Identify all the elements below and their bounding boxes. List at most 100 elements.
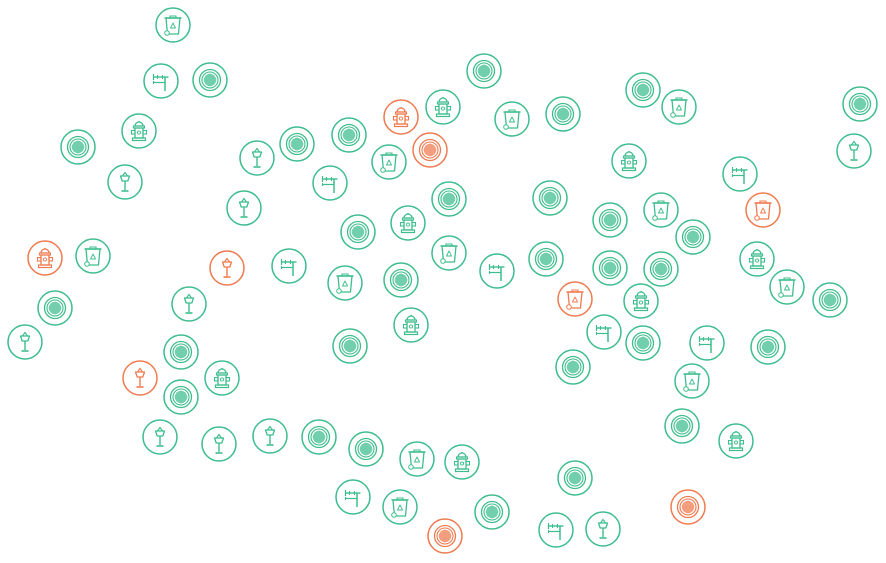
street-lamp-icon xyxy=(238,197,250,218)
map-marker-lamp-flagged[interactable] xyxy=(209,250,245,286)
map-marker-manhole-flagged[interactable] xyxy=(427,518,463,554)
recycling-bin-icon xyxy=(164,15,182,36)
map-marker-lamp[interactable] xyxy=(239,140,275,176)
marker-ring xyxy=(494,101,530,137)
map-marker-manhole[interactable] xyxy=(528,241,564,277)
map-marker-manhole[interactable] xyxy=(750,329,786,365)
map-marker-manhole[interactable] xyxy=(163,379,199,415)
map-marker-pole[interactable] xyxy=(271,248,307,284)
map-marker-pole[interactable] xyxy=(538,512,574,548)
map-marker-bin-flagged[interactable] xyxy=(745,192,781,228)
map-marker-manhole[interactable] xyxy=(625,325,661,361)
map-marker-hydrant[interactable] xyxy=(425,89,461,125)
map-marker-manhole[interactable] xyxy=(812,282,848,318)
map-marker-hydrant[interactable] xyxy=(611,143,647,179)
map-marker-pole[interactable] xyxy=(586,314,622,350)
map-marker-bin[interactable] xyxy=(643,192,679,228)
map-marker-pole[interactable] xyxy=(335,479,371,515)
map-marker-pole[interactable] xyxy=(722,156,758,192)
map-marker-bin[interactable] xyxy=(327,265,363,301)
map-marker-manhole[interactable] xyxy=(664,408,700,444)
map-marker-manhole[interactable] xyxy=(348,431,384,467)
map-marker-manhole-flagged[interactable] xyxy=(670,489,706,525)
map-marker-lamp[interactable] xyxy=(836,133,872,169)
map-marker-lamp[interactable] xyxy=(226,190,262,226)
map-marker-bin-flagged[interactable] xyxy=(557,281,593,317)
recycling-bin-icon xyxy=(380,152,398,173)
map-marker-manhole[interactable] xyxy=(37,290,73,326)
map-marker-manhole[interactable] xyxy=(60,129,96,165)
map-marker-manhole[interactable] xyxy=(331,117,367,153)
utility-pole-icon xyxy=(152,74,169,91)
marker-ring xyxy=(371,144,407,180)
fire-hydrant-icon xyxy=(213,368,231,389)
manhole-cover-icon xyxy=(681,225,705,249)
map-marker-bin[interactable] xyxy=(431,235,467,271)
map-marker-bin[interactable] xyxy=(399,441,435,477)
map-marker-lamp[interactable] xyxy=(7,324,43,360)
map-marker-lamp[interactable] xyxy=(585,511,621,547)
map-marker-bin[interactable] xyxy=(494,101,530,137)
marker-ring xyxy=(382,489,418,525)
map-marker-bin[interactable] xyxy=(371,144,407,180)
map-marker-pole[interactable] xyxy=(312,165,348,201)
manhole-cover-icon xyxy=(437,187,461,211)
map-marker-manhole[interactable] xyxy=(592,250,628,286)
map-marker-pole[interactable] xyxy=(479,253,515,289)
map-marker-manhole[interactable] xyxy=(592,202,628,238)
map-marker-manhole[interactable] xyxy=(557,460,593,496)
map-marker-lamp[interactable] xyxy=(201,426,237,462)
map-marker-lamp[interactable] xyxy=(107,164,143,200)
map-marker-manhole[interactable] xyxy=(625,72,661,108)
map-marker-bin[interactable] xyxy=(75,238,111,274)
map-marker-hydrant[interactable] xyxy=(444,444,480,480)
map-marker-hydrant[interactable] xyxy=(739,241,775,277)
map-marker-bin[interactable] xyxy=(661,89,697,125)
map-marker-manhole[interactable] xyxy=(192,62,228,98)
map-marker-manhole[interactable] xyxy=(163,334,199,370)
map-marker-manhole-flagged[interactable] xyxy=(412,132,448,168)
map-marker-pole[interactable] xyxy=(689,325,725,361)
map-marker-manhole[interactable] xyxy=(555,349,591,385)
map-marker-manhole[interactable] xyxy=(466,53,502,89)
map-marker-manhole[interactable] xyxy=(474,494,510,530)
map-marker-lamp-flagged[interactable] xyxy=(122,360,158,396)
map-marker-manhole[interactable] xyxy=(532,180,568,216)
map-marker-hydrant[interactable] xyxy=(718,423,754,459)
map-marker-hydrant[interactable] xyxy=(390,205,426,241)
map-marker-hydrant[interactable] xyxy=(204,360,240,396)
map-marker-manhole[interactable] xyxy=(431,181,467,217)
fire-hydrant-icon xyxy=(434,97,452,118)
map-marker-hydrant-flagged[interactable] xyxy=(27,240,63,276)
utility-pole-icon xyxy=(280,259,297,276)
map-marker-manhole[interactable] xyxy=(340,214,376,250)
map-marker-hydrant-flagged[interactable] xyxy=(383,99,419,135)
recycling-bin-icon xyxy=(652,200,670,221)
map-marker-manhole[interactable] xyxy=(279,126,315,162)
map-marker-manhole[interactable] xyxy=(301,419,337,455)
marker-ring xyxy=(674,363,710,399)
map-marker-manhole[interactable] xyxy=(643,251,679,287)
map-marker-hydrant[interactable] xyxy=(393,307,429,343)
map-marker-lamp[interactable] xyxy=(171,286,207,322)
map-marker-lamp[interactable] xyxy=(142,419,178,455)
manhole-cover-icon xyxy=(198,68,222,92)
map-marker-bin[interactable] xyxy=(155,7,191,43)
map-marker-bin[interactable] xyxy=(382,489,418,525)
map-marker-bin[interactable] xyxy=(674,363,710,399)
street-lamp-icon xyxy=(154,426,166,447)
map-marker-manhole[interactable] xyxy=(332,328,368,364)
map-marker-hydrant[interactable] xyxy=(121,113,157,149)
map-marker-manhole[interactable] xyxy=(675,219,711,255)
marker-ring xyxy=(335,479,371,515)
fire-hydrant-icon xyxy=(727,431,745,452)
map-marker-bin[interactable] xyxy=(769,269,805,305)
map-marker-manhole[interactable] xyxy=(383,262,419,298)
map-marker-pole[interactable] xyxy=(143,63,179,99)
map-marker-lamp[interactable] xyxy=(252,418,288,454)
map-marker-hydrant[interactable] xyxy=(623,283,659,319)
map-marker-manhole[interactable] xyxy=(842,86,878,122)
map-marker-manhole[interactable] xyxy=(545,96,581,132)
